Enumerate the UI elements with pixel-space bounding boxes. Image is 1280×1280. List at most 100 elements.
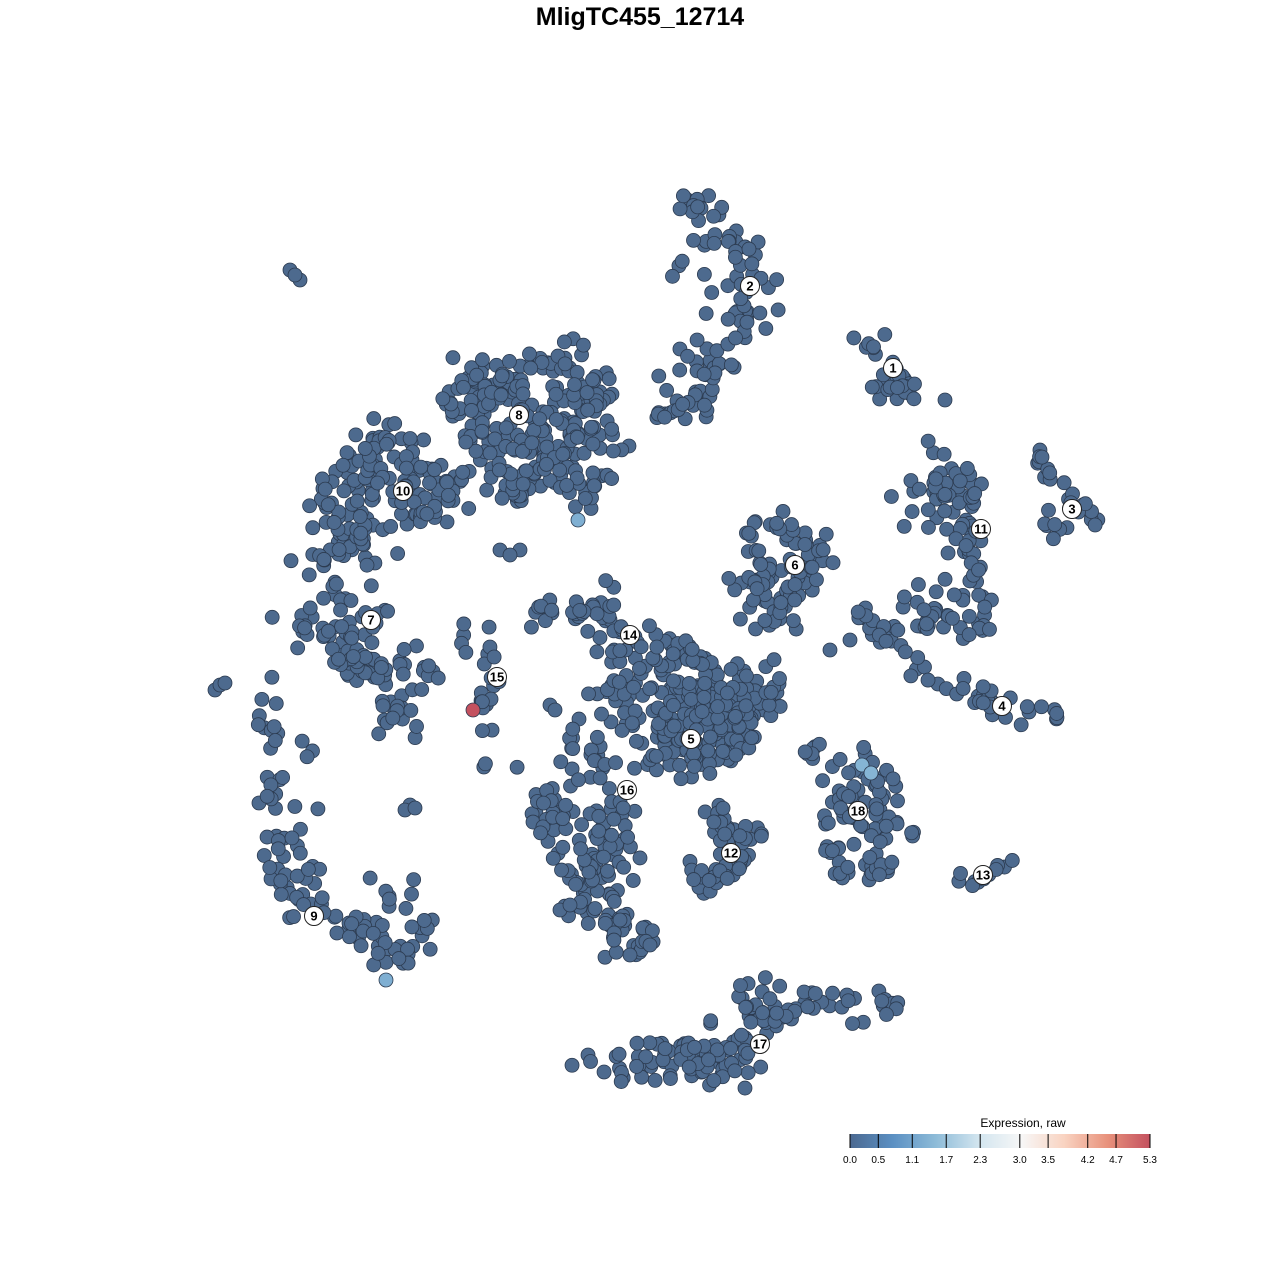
- cell-point-cluster-16: [545, 850, 561, 866]
- cell-point-cluster-8: [552, 462, 567, 478]
- cell-point-cluster-5: [694, 704, 710, 719]
- cell-point-cluster-6: [769, 515, 785, 531]
- cell-point-cluster-7: [414, 682, 430, 697]
- cell-point-cluster-5: [628, 733, 644, 749]
- cell-point-cluster-14: [544, 602, 560, 618]
- cell-point-cluster-8: [494, 368, 510, 384]
- cell-point-cluster-14: [684, 641, 700, 657]
- cell-point-cluster-7: [409, 638, 424, 654]
- cell-point-cluster-17: [723, 1041, 739, 1056]
- cell-point-cluster-17: [583, 1054, 598, 1069]
- cell-point-cluster-6: [751, 543, 767, 559]
- cell-point-cluster-10: [352, 509, 368, 524]
- cell-point-cluster-5: [603, 714, 619, 730]
- cell-point: [622, 947, 638, 963]
- cell-point-cluster-16: [558, 797, 574, 813]
- cell-point-cluster-6: [732, 611, 748, 627]
- cluster-label-badge: [740, 276, 760, 296]
- cell-point-cluster-6: [741, 525, 757, 541]
- cell-point-cluster-9: [353, 938, 369, 954]
- cell-point-cluster-15: [475, 723, 490, 739]
- cell-point-cluster-2: [752, 305, 768, 321]
- cell-point-cluster-7: [380, 603, 395, 619]
- cell-point-cluster-5: [702, 766, 718, 781]
- cell-point-cluster-2: [659, 383, 675, 398]
- cell-point-cluster-2: [675, 396, 691, 412]
- cell-point-cluster-10: [370, 475, 385, 491]
- cell-point-cluster-14: [649, 639, 665, 655]
- cell-point-cluster-2: [697, 397, 712, 413]
- cell-point-cluster-7: [333, 602, 348, 618]
- cell-point-cluster-2: [680, 348, 695, 364]
- cell-point: [562, 897, 578, 913]
- colorbar-tick-label: 3.0: [1013, 1155, 1027, 1166]
- colorbar-legend: Expression, raw 0.0 0.5 1.1 1.7 2.3 3.0 3.5 4.2 4…: [843, 1116, 1157, 1166]
- cell-point-cluster-9: [286, 909, 301, 924]
- cell-point-cluster-8: [523, 360, 539, 376]
- colorbar-tick-label: 4.7: [1109, 1155, 1123, 1166]
- cell-point-cluster-16: [555, 811, 571, 827]
- cell-point-cluster-17: [772, 978, 788, 994]
- cell-point-cluster-9: [370, 945, 386, 961]
- cell-point-cluster-6: [749, 581, 765, 597]
- cell-point-cluster-2: [728, 330, 743, 346]
- cell-point-cluster-18: [862, 849, 878, 865]
- cell-point-cluster-2: [665, 268, 680, 284]
- cell-point-cluster-9: [329, 925, 345, 941]
- cell-point-cluster-3: [1042, 465, 1058, 481]
- cell-point-cluster-8: [539, 439, 555, 455]
- cell-point-cluster-9: [294, 733, 310, 749]
- cell-point-cluster-8: [604, 421, 620, 437]
- cell-point-cluster-10: [427, 462, 442, 478]
- cell-point-cluster-1: [846, 330, 862, 346]
- cell-point-cluster-8: [569, 364, 585, 380]
- cell-point-cluster-8: [522, 346, 537, 362]
- cell-point-cluster-8: [586, 478, 602, 494]
- cell-point-cluster-17: [657, 1041, 673, 1057]
- cell-point-cluster-8: [492, 462, 507, 478]
- cell-point-cluster-11: [936, 446, 952, 462]
- cell-point-cluster-10: [326, 515, 342, 530]
- cell-point-cluster-9: [268, 696, 284, 711]
- cell-point-cluster-13: [1004, 853, 1020, 868]
- cell-point-cluster-6: [815, 542, 831, 558]
- cell-point-cluster-10: [461, 501, 477, 516]
- cell-point-cluster-3: [1056, 475, 1072, 491]
- cell-point-cluster-2: [675, 188, 691, 204]
- cell-point-cluster-2: [744, 256, 760, 272]
- cell-point-cluster-4: [910, 650, 926, 665]
- cell-point-cluster-8: [475, 352, 490, 368]
- cell-point-cluster-8: [435, 391, 451, 407]
- cell-point-cluster-9: [398, 901, 414, 916]
- cell-point-cluster-7: [371, 726, 387, 742]
- cell-point: [547, 702, 563, 718]
- cell-point-cluster-18: [871, 867, 887, 883]
- cell-point-cluster-16: [553, 754, 569, 770]
- cell-point-cluster-11: [946, 587, 962, 603]
- cluster-label-5: 5: [681, 729, 701, 749]
- cell-point: [937, 392, 953, 408]
- cell-point-cluster-8: [585, 436, 601, 452]
- cell-point-cluster-9: [381, 891, 397, 907]
- cell-point-cluster-17: [701, 1052, 716, 1068]
- cell-point-cluster-2: [769, 272, 785, 287]
- cell-point-cluster-11: [937, 571, 953, 587]
- cluster-label-16: 16: [617, 780, 637, 800]
- cluster-label-14: 14: [620, 625, 640, 645]
- cell-point-cluster-11: [920, 433, 936, 449]
- cell-point-cluster-8: [601, 371, 617, 387]
- cell-point-cluster-11: [919, 616, 934, 632]
- cell-point-cluster-17: [737, 1080, 753, 1096]
- cell-point-cluster-7: [409, 719, 424, 734]
- cluster-label-text: 15: [490, 670, 504, 685]
- cell-point-cluster-16: [587, 901, 603, 916]
- cell-point-cluster-5: [624, 715, 640, 731]
- cell-point-cluster-1: [864, 379, 880, 395]
- cell-point-cluster-8: [583, 419, 599, 435]
- cell-point-cluster-5: [611, 674, 627, 690]
- colorbar-tick-label: 1.1: [905, 1155, 919, 1166]
- cell-point-cluster-8: [576, 445, 592, 461]
- cell-point-cluster-8: [548, 412, 564, 427]
- cell-point-cluster-16: [589, 729, 605, 745]
- cell-point-cluster-2: [674, 253, 690, 269]
